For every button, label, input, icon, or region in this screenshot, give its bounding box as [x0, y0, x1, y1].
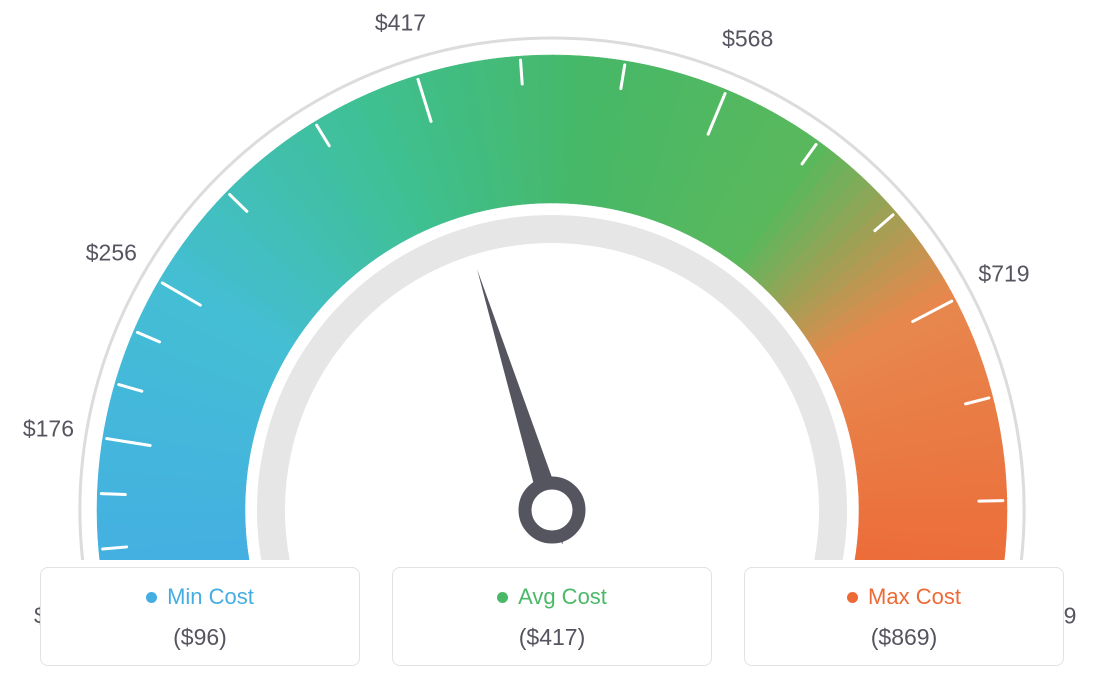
legend-title-avg: Avg Cost [497, 584, 607, 610]
dot-icon [847, 592, 858, 603]
gauge-tick-label: $417 [375, 10, 426, 37]
gauge-chart: $96$176$256$417$568$719$869 [0, 0, 1104, 560]
gauge-tick-label: $256 [86, 240, 137, 267]
legend-title-min: Min Cost [146, 584, 254, 610]
dot-icon [497, 592, 508, 603]
legend-card-avg: Avg Cost ($417) [392, 567, 712, 666]
legend-value: ($96) [51, 624, 349, 651]
legend-label: Min Cost [167, 584, 254, 610]
legend-row: Min Cost ($96) Avg Cost ($417) Max Cost … [0, 567, 1104, 666]
legend-label: Max Cost [868, 584, 961, 610]
legend-label: Avg Cost [518, 584, 607, 610]
legend-value: ($869) [755, 624, 1053, 651]
legend-value: ($417) [403, 624, 701, 651]
gauge-tick-label: $176 [23, 416, 74, 443]
dot-icon [146, 592, 157, 603]
gauge-svg [0, 0, 1104, 560]
legend-card-min: Min Cost ($96) [40, 567, 360, 666]
gauge-tick-label: $719 [978, 260, 1029, 287]
legend-card-max: Max Cost ($869) [744, 567, 1064, 666]
legend-title-max: Max Cost [847, 584, 961, 610]
gauge-tick-label: $568 [722, 26, 773, 53]
